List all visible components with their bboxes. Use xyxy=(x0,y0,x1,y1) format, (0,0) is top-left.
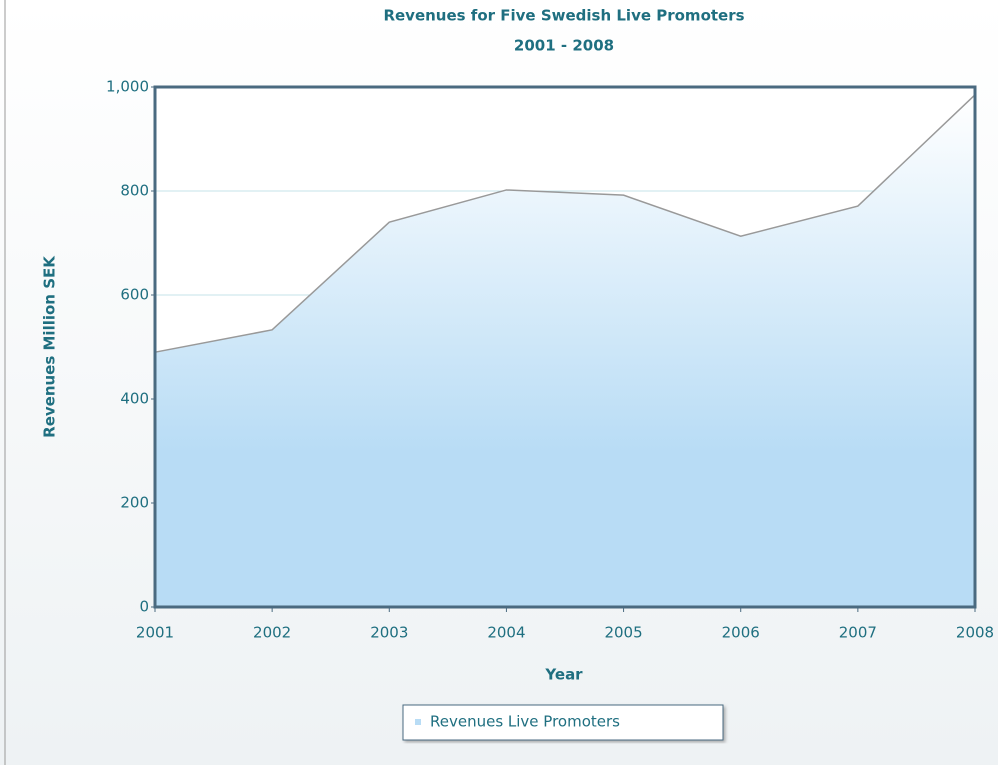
y-tick-label: 200 xyxy=(120,494,149,512)
x-tick-label: 2006 xyxy=(722,624,760,642)
y-tick-label: 400 xyxy=(120,390,149,408)
y-tick-label: 600 xyxy=(120,286,149,304)
y-axis-label: Revenues Million SEK xyxy=(41,255,59,438)
x-tick-label: 2008 xyxy=(956,624,994,642)
area-fill xyxy=(155,94,975,608)
y-tick-label: 800 xyxy=(120,182,149,200)
legend-label: Revenues Live Promoters xyxy=(430,713,620,731)
area-line xyxy=(154,94,976,353)
plot-frame xyxy=(153,85,977,609)
x-tick-label: 2003 xyxy=(370,624,408,642)
y-tick-label: 0 xyxy=(139,598,149,616)
legend: Revenues Live Promoters xyxy=(402,704,724,741)
chart-title: Revenues for Five Swedish Live Promoters xyxy=(383,7,744,25)
x-tick-label: 2002 xyxy=(253,624,291,642)
legend-box xyxy=(402,704,724,741)
y-tick-label: 1,000 xyxy=(106,78,149,96)
x-tick-label: 2004 xyxy=(487,624,525,642)
x-tick-label: 2001 xyxy=(136,624,174,642)
x-tick-label: 2007 xyxy=(839,624,877,642)
legend-swatch xyxy=(415,719,421,725)
x-axis-label: Year xyxy=(544,666,583,684)
chart-subtitle: 2001 - 2008 xyxy=(514,37,614,55)
x-tick-label: 2005 xyxy=(604,624,642,642)
